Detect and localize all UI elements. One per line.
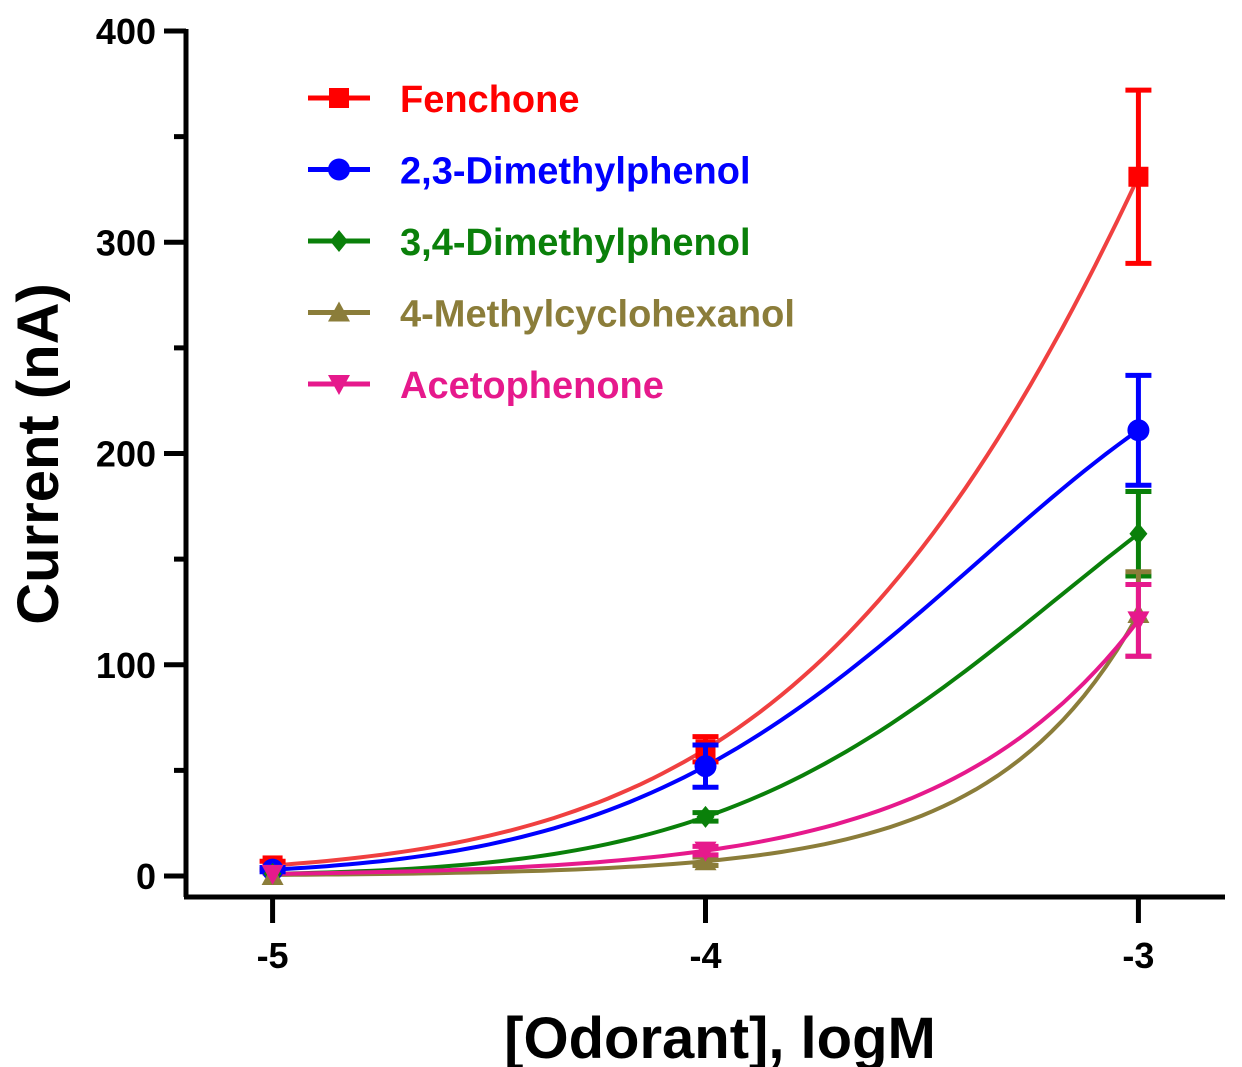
series-curve-1 [272, 428, 1140, 872]
y-tick-label: 200 [96, 434, 156, 475]
x-tick-label: -4 [689, 935, 721, 976]
legend-marker [328, 301, 350, 322]
data-point [1127, 611, 1150, 632]
data-point [1127, 419, 1150, 442]
y-tick-label: 100 [96, 645, 156, 686]
x-tick-label: -5 [257, 935, 289, 976]
legend-label: Acetophenone [400, 365, 664, 407]
legend-label: 3,4-Dimethylphenol [400, 222, 751, 264]
y-axis-title: Current (nA) [6, 283, 71, 625]
legend-marker [328, 158, 350, 181]
y-tick-label: 300 [96, 222, 156, 263]
x-tick-label: -3 [1122, 935, 1154, 976]
data-point [694, 755, 717, 778]
data-point [696, 805, 715, 828]
axes: 0 100 200 300 400 -5 -4 -3 [96, 11, 1225, 976]
legend-marker [329, 88, 349, 108]
legend-label: 4-Methylcyclohexanol [400, 294, 795, 336]
legend-marker [330, 230, 348, 252]
legend-marker [328, 375, 350, 395]
legend-label: 2,3-Dimethylphenol [400, 151, 751, 193]
data-point [261, 864, 284, 885]
legend-label: Fenchone [400, 79, 579, 121]
data-point [1129, 522, 1148, 545]
marks [259, 87, 1152, 885]
data-point [1128, 166, 1149, 187]
data-point [694, 841, 717, 862]
x-axis-title: [Odorant], logM [504, 1006, 936, 1067]
legend: Fenchone 2,3-Dimethylphenol 3,4-Dimethylph… [308, 79, 795, 407]
y-tick-label: 400 [96, 11, 156, 52]
y-tick-label: 0 [136, 856, 156, 897]
